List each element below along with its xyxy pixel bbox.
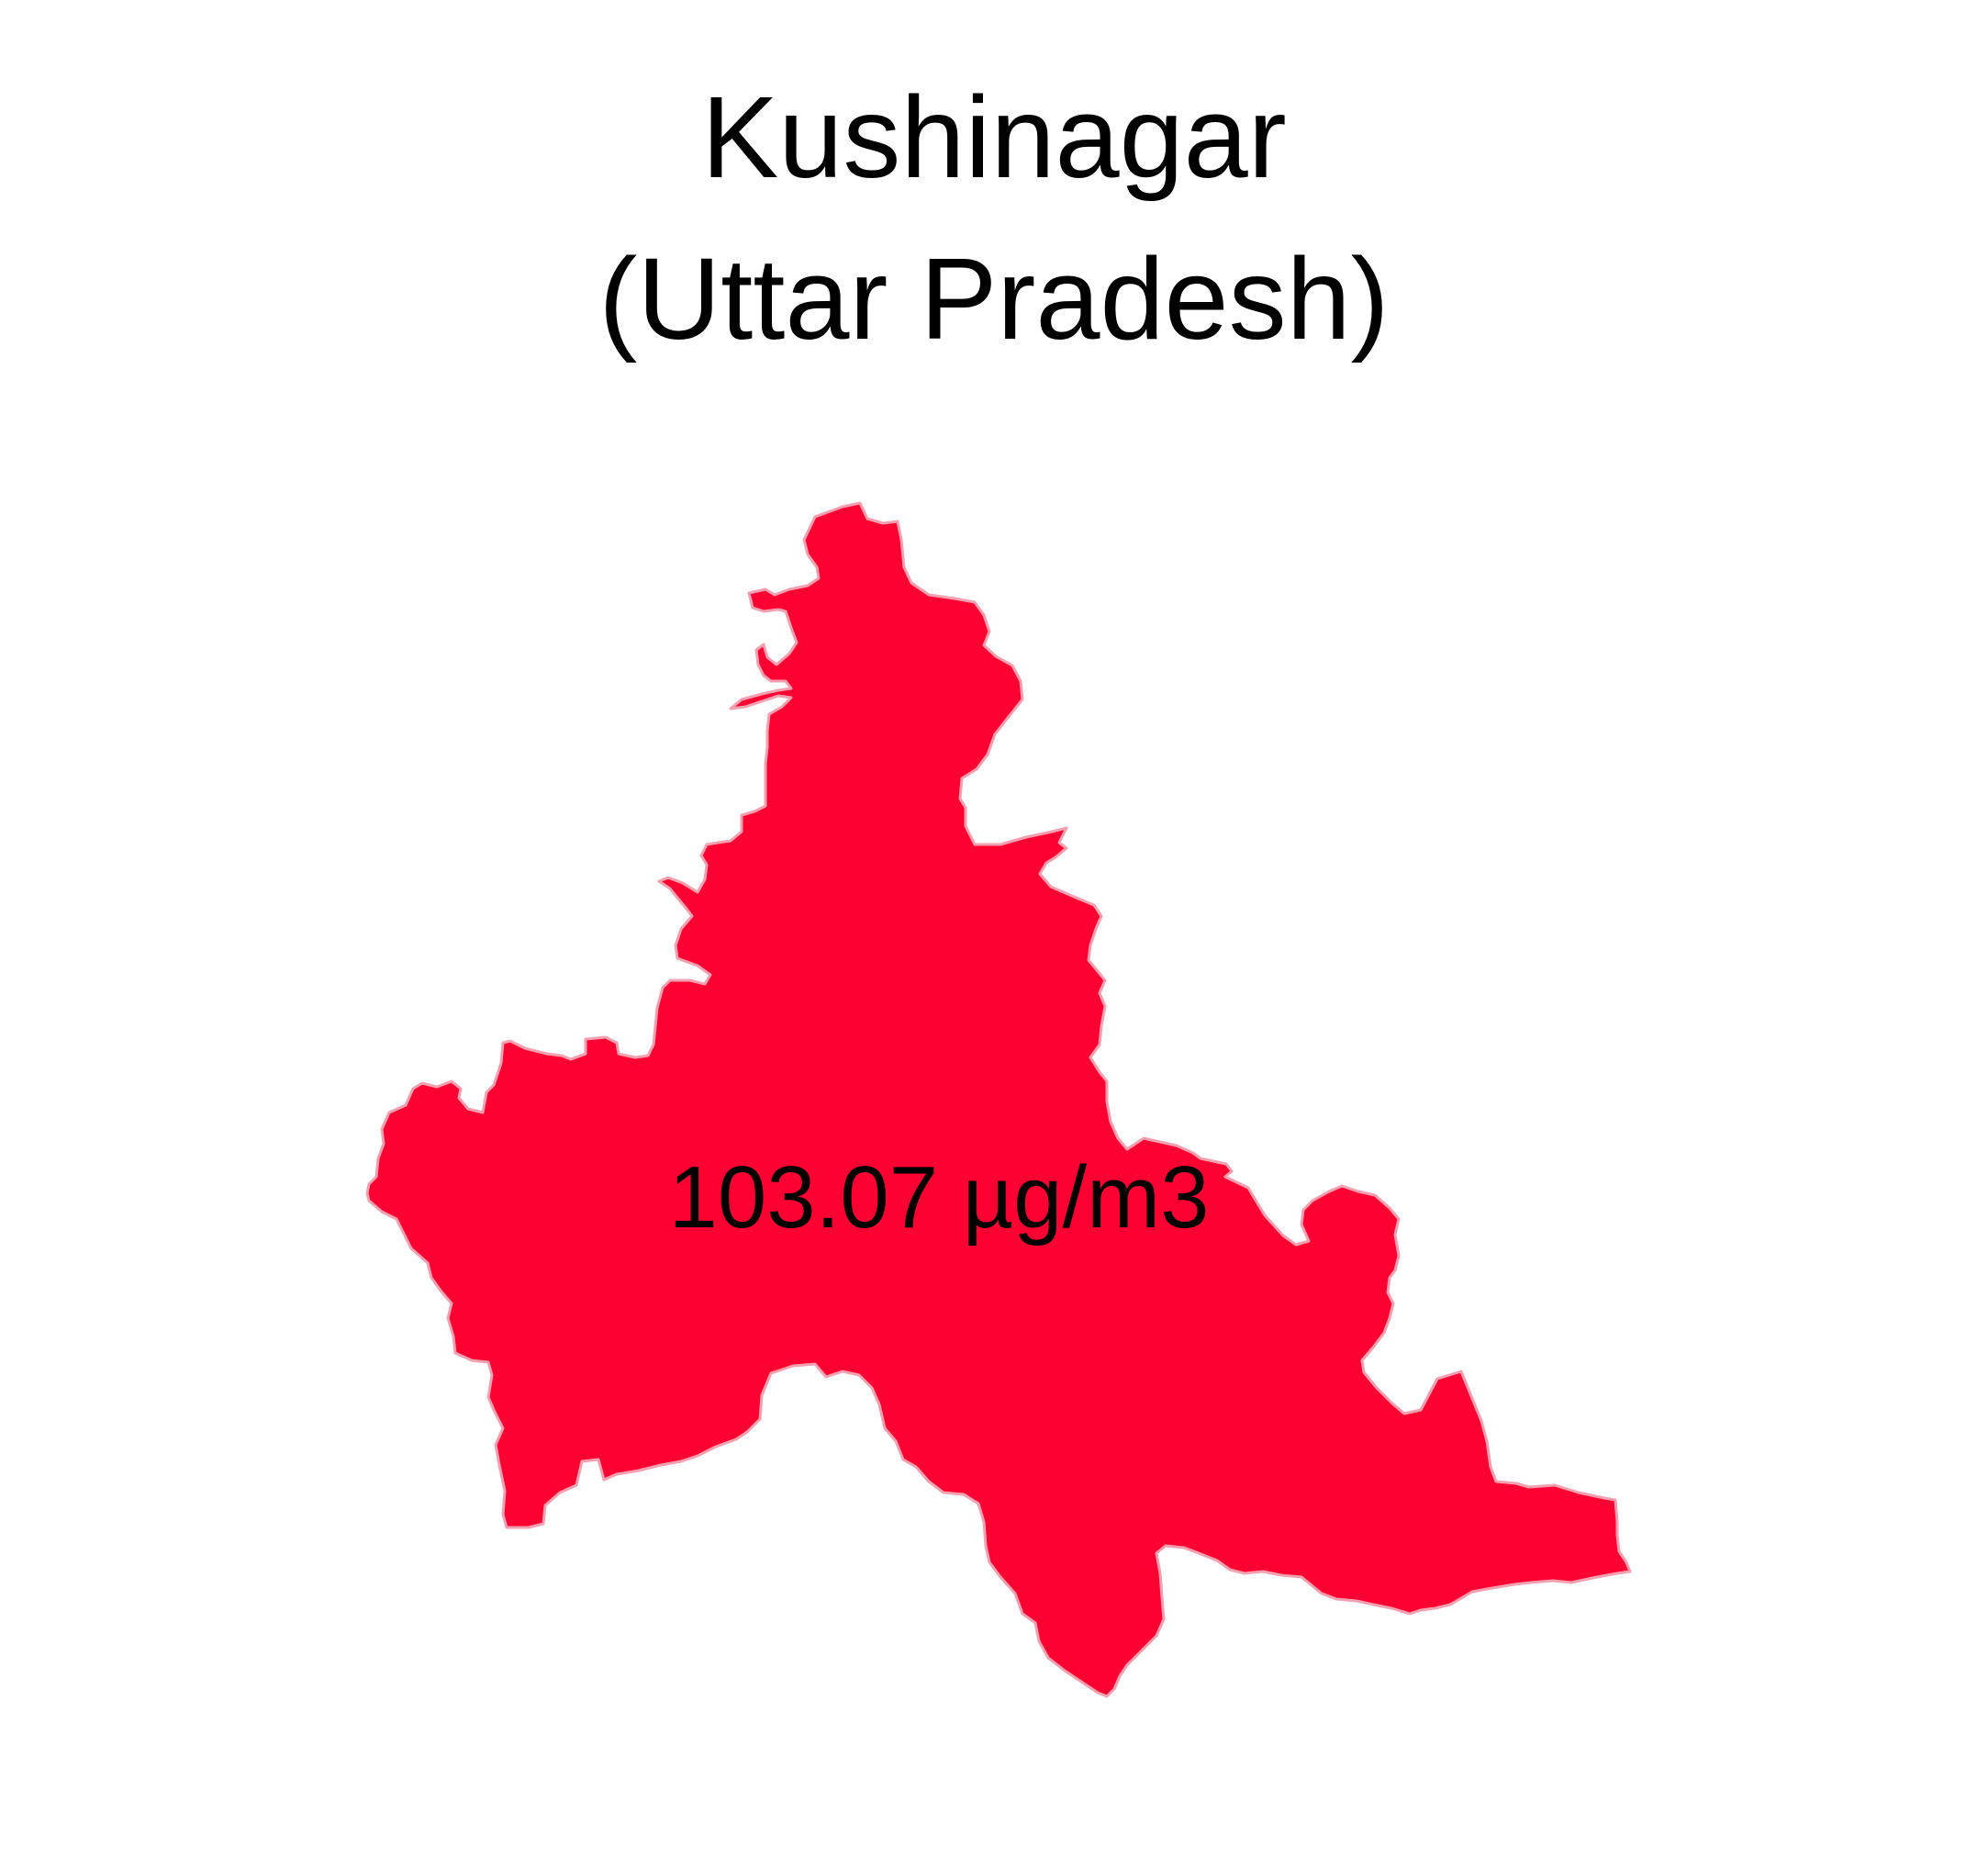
district-region <box>365 501 1632 1698</box>
map-title: Kushinagar (Uttar Pradesh) <box>0 57 1988 380</box>
pm-concentration-value: 103.07 µg/m3 <box>668 1148 1210 1247</box>
region-value-label: 103.07 µg/m3 <box>0 1143 1988 1253</box>
district-name: Kushinagar <box>701 73 1287 202</box>
state-name: (Uttar Pradesh) <box>598 234 1390 364</box>
